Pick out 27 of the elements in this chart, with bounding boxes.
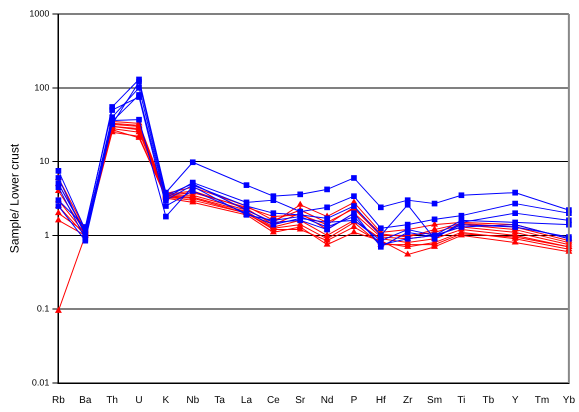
x-tick-label: La bbox=[240, 394, 252, 406]
x-tick-label: Sr bbox=[295, 394, 306, 406]
y-tick-label: 1 bbox=[44, 230, 50, 240]
x-tick-label: Ti bbox=[457, 394, 466, 406]
y-tick-label: 100 bbox=[34, 82, 50, 92]
x-tick-label: Ce bbox=[266, 394, 280, 406]
y-tick-label: 0.01 bbox=[32, 377, 50, 388]
x-tick-label: Nb bbox=[186, 394, 200, 406]
x-tick-label: Nd bbox=[320, 394, 334, 406]
x-tick-label: K bbox=[162, 394, 170, 406]
x-tick-label: Hf bbox=[376, 394, 386, 406]
x-tick-label: Tb bbox=[482, 394, 495, 406]
x-tick-label: Ba bbox=[79, 394, 92, 406]
x-tick-label: Th bbox=[106, 394, 118, 406]
x-tick-label: Yb bbox=[562, 394, 576, 406]
y-tick-label: 1000 bbox=[29, 8, 50, 18]
y-axis-title: Sample/ Lower crust bbox=[8, 143, 22, 254]
x-tick-label: P bbox=[350, 394, 358, 406]
y-tick-label: 10 bbox=[39, 156, 50, 166]
x-tick-label: Rb bbox=[52, 394, 66, 406]
x-tick-label: Sm bbox=[427, 394, 442, 406]
x-tick-label: Zr bbox=[402, 394, 414, 406]
y-tick-label: 0.1 bbox=[36, 304, 50, 314]
x-tick-label: Tm bbox=[534, 394, 550, 406]
x-tick-label: Ta bbox=[214, 394, 226, 406]
x-tick-label: U bbox=[135, 394, 143, 406]
x-tick-label: Y bbox=[512, 394, 519, 406]
